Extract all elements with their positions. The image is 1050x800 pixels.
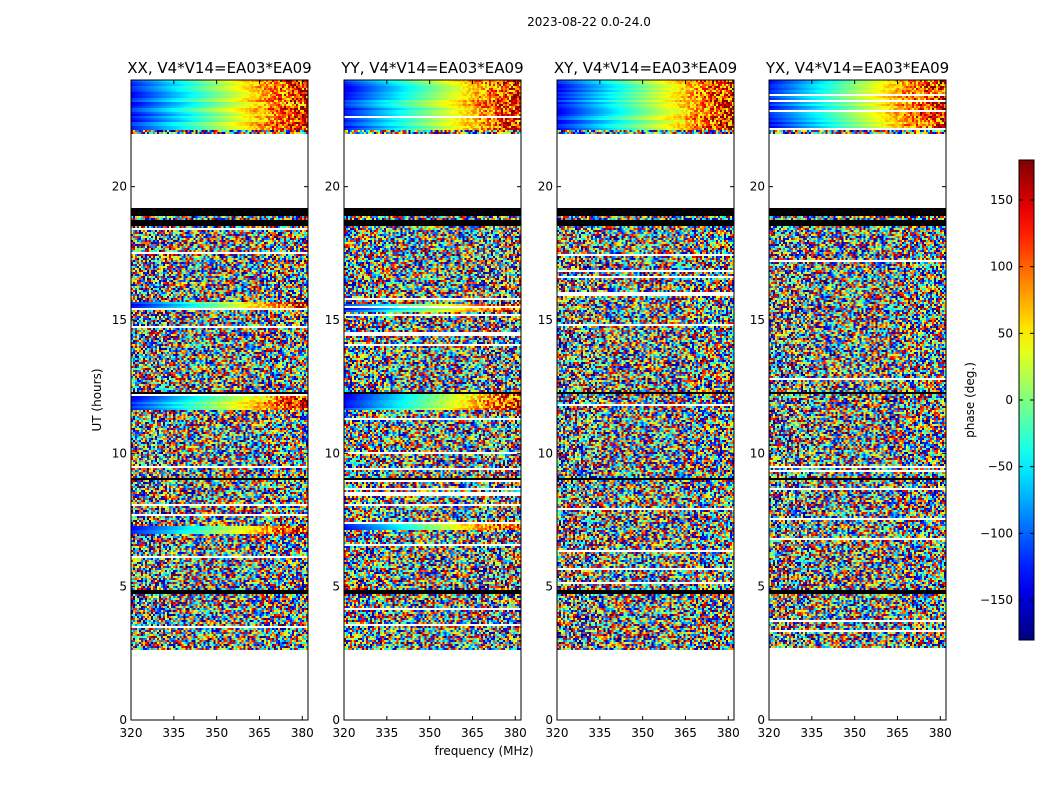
x-tick-label: 380 — [929, 726, 952, 740]
heatmap-image-yx — [769, 80, 946, 720]
x-tick-label: 350 — [418, 726, 441, 740]
colorbar-label: phase (deg.) — [963, 362, 977, 438]
x-tick-label: 380 — [504, 726, 527, 740]
y-tick-label: 10 — [112, 446, 127, 460]
y-tick-label: 20 — [112, 180, 127, 194]
y-tick-label: 5 — [757, 580, 765, 594]
panel-xx: XX, V4*V14=EA03*EA09 320 335 350 365 380 0 5 10 1… — [112, 59, 314, 740]
panel-xy: XY, V4*V14=EA03*EA09 320 335 350 365 380 0 5 10 1… — [538, 59, 740, 740]
y-tick-label: 0 — [545, 713, 553, 727]
y-tick-label: 15 — [538, 313, 553, 327]
x-tick-label: 350 — [631, 726, 654, 740]
x-tick-label: 350 — [205, 726, 228, 740]
x-tick-label: 365 — [461, 726, 484, 740]
colorbar-tick-label: 0 — [1005, 393, 1013, 407]
heatmap-image-xy — [557, 80, 734, 720]
x-tick-label: 320 — [120, 726, 143, 740]
colorbar-tick-label: −150 — [980, 593, 1013, 607]
y-tick-label: 0 — [332, 713, 340, 727]
y-tick-label: 20 — [325, 180, 340, 194]
y-tick-label: 5 — [119, 580, 127, 594]
y-tick-label: 10 — [750, 446, 765, 460]
x-tick-label: 350 — [843, 726, 866, 740]
x-tick-label: 320 — [333, 726, 356, 740]
panel-frame — [556, 79, 735, 721]
figure-title: 2023-08-22 0.0-24.0 — [527, 15, 651, 29]
heatmap-image-yy — [344, 80, 521, 720]
colorbar-tick-label: 50 — [998, 326, 1013, 340]
colorbar: −150 −100 −50 0 50 100 150 — [980, 159, 1035, 641]
x-axis-label: frequency (MHz) — [434, 744, 533, 758]
panel-yy: YY, V4*V14=EA03*EA09 320 335 350 365 380 0 5 10 1… — [325, 59, 527, 740]
x-tick-label: 380 — [717, 726, 740, 740]
panel-yx: YX, V4*V14=EA03*EA09 320 335 350 365 380 0 5 10 1… — [750, 59, 952, 740]
colorbar-tick-label: −100 — [980, 526, 1013, 540]
y-tick-label: 20 — [750, 180, 765, 194]
y-tick-label: 15 — [325, 313, 340, 327]
heatmap-image-xx — [131, 80, 308, 720]
y-tick-label: 5 — [332, 580, 340, 594]
y-tick-label: 10 — [325, 446, 340, 460]
colorbar-tick-label: −50 — [988, 460, 1013, 474]
panel-title-yy: YY, V4*V14=EA03*EA09 — [340, 59, 523, 77]
panel-title-xy: XY, V4*V14=EA03*EA09 — [554, 59, 737, 77]
y-tick-label: 0 — [119, 713, 127, 727]
y-tick-label: 15 — [112, 313, 127, 327]
colorbar-tick-label: 100 — [990, 260, 1013, 274]
x-tick-label: 365 — [886, 726, 909, 740]
panel-frame — [768, 79, 947, 721]
x-tick-label: 365 — [248, 726, 271, 740]
x-tick-label: 380 — [291, 726, 314, 740]
panel-title-yx: YX, V4*V14=EA03*EA09 — [765, 59, 949, 77]
x-tick-label: 335 — [162, 726, 185, 740]
x-tick-label: 335 — [375, 726, 398, 740]
panel-frame — [343, 79, 522, 721]
y-tick-label: 10 — [538, 446, 553, 460]
y-tick-label: 5 — [545, 580, 553, 594]
panel-title-xx: XX, V4*V14=EA03*EA09 — [127, 59, 311, 77]
y-tick-label: 0 — [757, 713, 765, 727]
y-axis-label: UT (hours) — [90, 368, 104, 431]
x-tick-label: 335 — [800, 726, 823, 740]
y-tick-label: 15 — [750, 313, 765, 327]
x-tick-label: 365 — [674, 726, 697, 740]
y-tick-label: 20 — [538, 180, 553, 194]
x-tick-label: 335 — [588, 726, 611, 740]
panel-frame — [130, 79, 309, 721]
x-tick-label: 320 — [546, 726, 569, 740]
x-tick-label: 320 — [758, 726, 781, 740]
colorbar-tick-label: 150 — [990, 193, 1013, 207]
